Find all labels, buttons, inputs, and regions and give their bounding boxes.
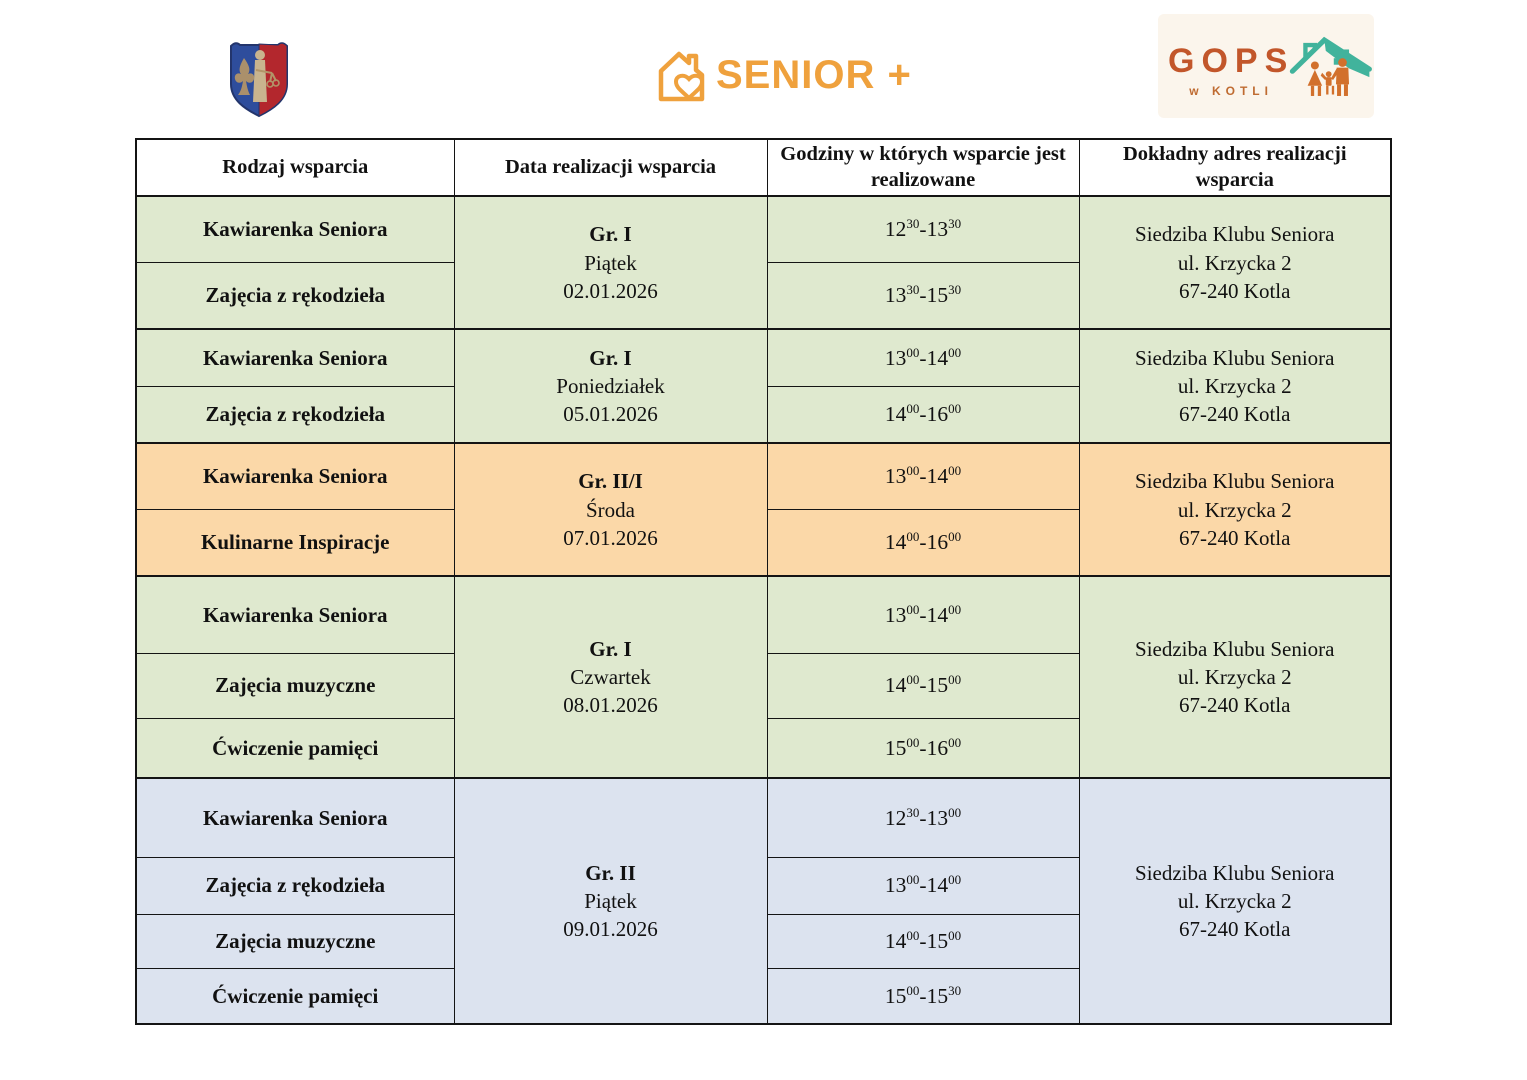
date-value: 07.01.2026 (563, 525, 658, 550)
address-line: 67-240 Kotla (1179, 917, 1291, 942)
time-cell: 1400-1500 (766, 913, 1080, 969)
date-group: Gr. I (589, 222, 632, 247)
page-header: SENIOR + GOPS w KOTLI (0, 0, 1527, 138)
time-cell: 1300-1400 (766, 856, 1080, 915)
time-cell: 1400-1500 (766, 652, 1080, 719)
header-row: Rodzaj wsparcia Data realizacji wsparcia… (135, 138, 1392, 198)
gops-subtitle: w KOTLI (1189, 84, 1273, 98)
address-line: Siedziba Klubu Seniora (1135, 860, 1335, 885)
time-cell: 1400-1600 (766, 508, 1080, 577)
table-row: Kawiarenka Seniora Gr. I Poniedziałek 05… (135, 328, 1392, 444)
date-value: 08.01.2026 (563, 693, 658, 718)
time-cell: 1300-1400 (766, 328, 1080, 387)
activity-cell: Kawiarenka Seniora (135, 777, 455, 858)
col-header-support-type: Rodzaj wsparcia (135, 138, 455, 198)
date-day: Środa (586, 497, 635, 522)
address-line: Siedziba Klubu Seniora (1135, 636, 1335, 661)
gops-text: GOPS w KOTLI (1168, 44, 1294, 98)
date-value: 09.01.2026 (563, 917, 658, 942)
coat-of-arms-icon (230, 42, 288, 118)
date-group: Gr. I (589, 345, 632, 370)
address-line: Siedziba Klubu Seniora (1135, 469, 1335, 494)
time-cell: 1230-1330 (766, 195, 1080, 263)
col-header-date: Data realizacji wsparcia (453, 138, 768, 198)
activity-cell: Zajęcia z rękodzieła (135, 385, 455, 444)
col-header-hours: Godziny w których wsparcie jest realizow… (766, 138, 1080, 198)
time-cell: 1500-1600 (766, 717, 1080, 779)
activity-cell: Zajęcia z rękodzieła (135, 856, 455, 915)
address-cell: Siedziba Klubu Seniora ul. Krzycka 2 67-… (1078, 328, 1392, 444)
time-cell: 1400-1600 (766, 385, 1080, 444)
date-day: Poniedziałek (556, 374, 665, 399)
activity-cell: Kawiarenka Seniora (135, 195, 455, 263)
activity-cell: Kawiarenka Seniora (135, 575, 455, 654)
activity-cell: Kawiarenka Seniora (135, 328, 455, 387)
activity-cell: Ćwiczenie pamięci (135, 967, 455, 1025)
address-cell: Siedziba Klubu Seniora ul. Krzycka 2 67-… (1078, 575, 1392, 779)
senior-plus-label: SENIOR + (716, 53, 912, 97)
family-icon (1307, 58, 1350, 96)
address-line: ul. Krzycka 2 (1177, 889, 1292, 914)
activity-cell: Zajęcia muzyczne (135, 913, 455, 969)
date-cell: Gr. I Czwartek 08.01.2026 (453, 575, 768, 779)
address-cell: Siedziba Klubu Seniora ul. Krzycka 2 67-… (1078, 777, 1392, 1025)
activity-cell: Zajęcia muzyczne (135, 652, 455, 719)
table-row: Kawiarenka Seniora Gr. I Piątek 02.01.20… (135, 195, 1392, 330)
time-cell: 1500-1530 (766, 967, 1080, 1025)
date-day: Piątek (584, 889, 637, 914)
address-line: ul. Krzycka 2 (1177, 665, 1292, 690)
activity-cell: Zajęcia z rękodzieła (135, 261, 455, 330)
time-cell: 1300-1400 (766, 575, 1080, 654)
time-cell: 1330-1530 (766, 261, 1080, 330)
address-line: 67-240 Kotla (1179, 525, 1291, 550)
address-cell: Siedziba Klubu Seniora ul. Krzycka 2 67-… (1078, 442, 1392, 577)
senior-plus-logo: SENIOR + (652, 46, 912, 104)
date-group: Gr. I (589, 636, 632, 661)
date-value: 05.01.2026 (563, 402, 658, 427)
gops-logo: GOPS w KOTLI (1158, 14, 1374, 118)
address-line: Siedziba Klubu Seniora (1135, 222, 1335, 247)
address-line: ul. Krzycka 2 (1177, 250, 1292, 275)
address-line: Siedziba Klubu Seniora (1135, 345, 1335, 370)
address-line: 67-240 Kotla (1179, 402, 1291, 427)
date-cell: Gr. I Piątek 02.01.2026 (453, 195, 768, 330)
date-group: Gr. II (585, 860, 636, 885)
date-cell: Gr. I Poniedziałek 05.01.2026 (453, 328, 768, 444)
col-header-address: Dokładny adres realizacji wsparcia (1078, 138, 1392, 198)
date-day: Czwartek (570, 665, 651, 690)
address-cell: Siedziba Klubu Seniora ul. Krzycka 2 67-… (1078, 195, 1392, 330)
activity-cell: Ćwiczenie pamięci (135, 717, 455, 779)
date-cell: Gr. II Piątek 09.01.2026 (453, 777, 768, 1025)
gops-title: GOPS (1168, 42, 1295, 80)
table-row: Kawiarenka Seniora Gr. II/I Środa 07.01.… (135, 442, 1392, 577)
address-line: 67-240 Kotla (1179, 693, 1291, 718)
address-line: ul. Krzycka 2 (1177, 497, 1292, 522)
time-cell: 1300-1400 (766, 442, 1080, 510)
table-row: Kawiarenka Seniora Gr. I Czwartek 08.01.… (135, 575, 1392, 779)
address-line: 67-240 Kotla (1179, 278, 1291, 303)
house-heart-icon (658, 51, 705, 102)
date-group: Gr. II/I (578, 469, 643, 494)
kotla-coat-of-arms (227, 40, 291, 125)
time-cell: 1230-1300 (766, 777, 1080, 858)
activity-cell: Kulinarne Inspiracje (135, 508, 455, 577)
date-value: 02.01.2026 (563, 278, 658, 303)
schedule-table: Rodzaj wsparcia Data realizacji wsparcia… (135, 138, 1392, 1026)
date-day: Piątek (584, 250, 637, 275)
gops-house-family-icon (1290, 36, 1373, 96)
activity-cell: Kawiarenka Seniora (135, 442, 455, 510)
date-cell: Gr. II/I Środa 07.01.2026 (453, 442, 768, 577)
table-row: Kawiarenka Seniora Gr. II Piątek 09.01.2… (135, 777, 1392, 1025)
address-line: ul. Krzycka 2 (1177, 374, 1292, 399)
